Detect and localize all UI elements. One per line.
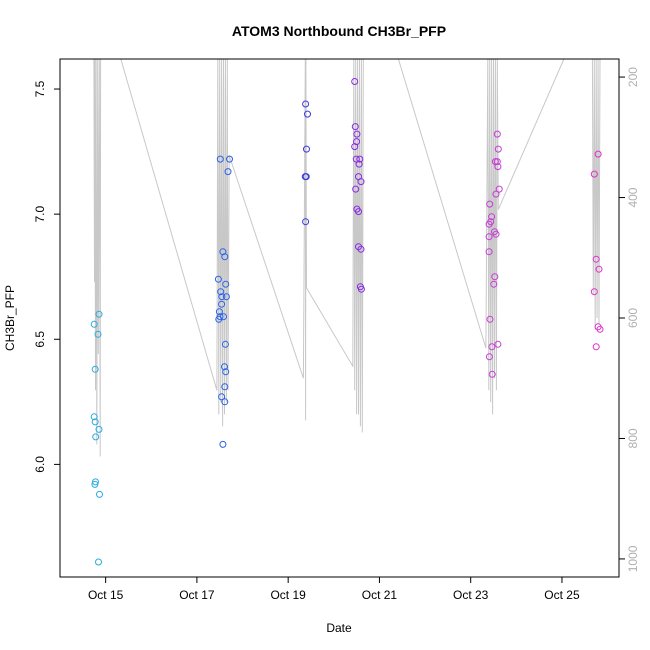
y2-tick-label: 600 <box>626 308 640 328</box>
data-point <box>490 280 498 288</box>
altitude-trace-line <box>93 59 601 457</box>
data-point <box>488 213 496 221</box>
data-point <box>485 248 493 256</box>
data-point <box>353 130 361 138</box>
y-tick-label: 6.0 <box>33 456 47 473</box>
data-point <box>357 285 365 293</box>
data-point <box>494 340 502 348</box>
y-tick-label: 7.0 <box>33 205 47 222</box>
data-point <box>485 233 493 241</box>
altitude-trace-layer <box>93 59 601 457</box>
data-point <box>302 218 310 226</box>
data-point <box>494 163 502 171</box>
data-point <box>96 490 103 498</box>
data-point <box>353 138 361 146</box>
data-point <box>592 343 600 351</box>
data-point <box>215 308 223 316</box>
data-point <box>91 365 99 373</box>
data-point <box>90 413 98 421</box>
data-point <box>356 155 364 163</box>
y-axis: 6.0 6.5 7.0 7.5 <box>33 80 60 473</box>
x-tick-label: Oct 25 <box>544 588 580 602</box>
data-points-layer <box>90 78 604 566</box>
data-point <box>355 208 362 216</box>
data-point <box>357 245 365 253</box>
data-point <box>592 255 600 263</box>
data-point <box>221 363 228 371</box>
y2-tick-label: 400 <box>626 187 640 207</box>
data-point <box>214 275 222 283</box>
x-tick-label: Oct 17 <box>179 588 215 602</box>
data-point <box>218 293 226 301</box>
data-point <box>590 170 598 178</box>
data-point <box>492 230 500 238</box>
data-point <box>494 145 502 153</box>
data-point <box>221 340 229 348</box>
y-axis-label: CH3Br_PFP <box>3 285 17 351</box>
data-point <box>352 185 360 193</box>
y-tick-label: 6.5 <box>33 331 47 348</box>
data-point <box>302 100 310 108</box>
data-point <box>488 343 496 351</box>
data-point <box>486 315 494 323</box>
data-point <box>304 110 311 118</box>
data-point <box>351 123 359 131</box>
data-point <box>590 288 598 296</box>
data-point <box>302 173 310 181</box>
data-point <box>596 325 604 333</box>
x-tick-label: Oct 15 <box>88 588 124 602</box>
data-point <box>488 370 496 378</box>
data-point <box>355 160 363 168</box>
data-point <box>222 293 230 301</box>
data-point <box>222 280 230 288</box>
data-point <box>95 425 103 433</box>
data-point <box>95 310 103 318</box>
data-point <box>91 480 99 488</box>
data-point <box>222 368 230 376</box>
data-point <box>91 418 99 426</box>
data-point <box>493 130 501 138</box>
data-point <box>487 218 495 226</box>
data-point <box>485 353 493 361</box>
data-point <box>216 313 224 321</box>
data-point <box>217 288 225 296</box>
data-point <box>216 155 224 163</box>
data-point <box>495 185 503 193</box>
data-point <box>226 155 233 163</box>
data-point <box>303 145 310 153</box>
data-point <box>595 265 603 273</box>
data-point <box>491 273 499 281</box>
data-point <box>221 398 229 406</box>
x-axis-label: Date <box>326 621 352 635</box>
y-tick-label: 7.5 <box>33 80 47 97</box>
x-tick-label: Oct 19 <box>270 588 306 602</box>
data-point <box>486 200 494 208</box>
data-point <box>224 168 232 176</box>
data-point <box>357 178 365 186</box>
data-point <box>221 253 229 261</box>
y2-tick-label: 1000 <box>626 545 640 572</box>
y2-tick-label: 200 <box>626 67 640 87</box>
x-axis: Oct 15 Oct 17 Oct 19 Oct 21 Oct 23 Oct 25 <box>88 577 580 602</box>
data-point <box>221 383 229 391</box>
data-point <box>220 313 227 321</box>
y2-axis-altitude: 200 400 600 800 1000 <box>619 67 640 572</box>
data-point <box>492 190 500 198</box>
x-tick-label: Oct 23 <box>453 588 489 602</box>
data-point <box>95 558 102 566</box>
data-point <box>94 330 102 338</box>
data-point <box>218 300 226 308</box>
data-point <box>90 320 98 328</box>
y2-tick-label: 800 <box>626 428 640 448</box>
data-point <box>218 393 226 401</box>
data-point <box>219 440 227 448</box>
chart-title: ATOM3 Northbound CH3Br_PFP <box>232 23 446 39</box>
data-point <box>493 158 501 166</box>
data-point <box>92 433 100 441</box>
data-point <box>594 150 602 158</box>
data-point <box>351 78 359 85</box>
x-tick-label: Oct 21 <box>362 588 398 602</box>
